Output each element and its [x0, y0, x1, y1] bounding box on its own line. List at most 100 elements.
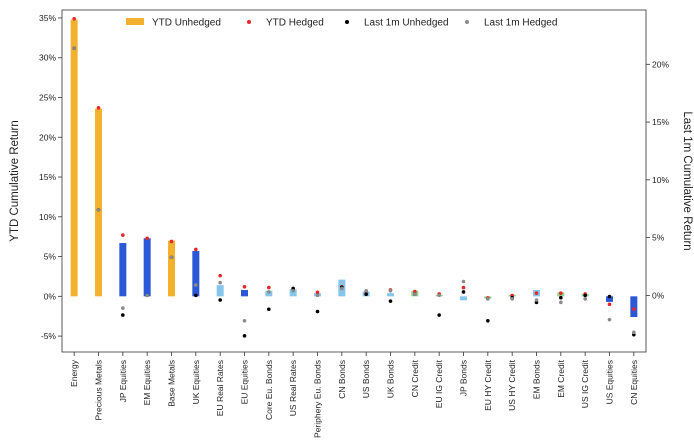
point-last-1m-hedged [267, 290, 271, 294]
x-tick-label: EU Equities [240, 360, 250, 404]
legend-marker-last-1m-hedged [465, 20, 469, 24]
point-last-1m-hedged [291, 288, 295, 293]
x-tick-label: Base Metals [167, 360, 177, 407]
left-tick-label: 35% [39, 13, 56, 23]
point-last-1m-unhedged [607, 294, 612, 299]
point-ytd-hedged [242, 284, 247, 289]
point-last-1m-unhedged [583, 293, 587, 298]
x-tick-label: US IG Credit [580, 359, 590, 408]
point-last-1m-hedged [534, 298, 539, 302]
x-tick-label: CN Credit [410, 359, 420, 397]
point-last-1m-unhedged [315, 309, 320, 314]
left-axis-title: YTD Cumulative Return [9, 120, 21, 241]
point-ytd-hedged [72, 16, 76, 21]
right-tick-label: 10% [652, 175, 669, 185]
point-last-1m-unhedged [461, 290, 466, 294]
bar-energy [70, 19, 78, 297]
x-tick-label: EU HY Credit [483, 359, 493, 410]
bar-us-real-rates [289, 289, 297, 297]
point-ytd-hedged [145, 236, 149, 241]
right-tick-label: 5% [652, 233, 665, 243]
point-last-1m-unhedged [437, 313, 441, 317]
x-tick-label: Core Eu. Bonds [264, 360, 274, 420]
point-last-1m-hedged [413, 292, 417, 297]
x-tick-label: CN Bonds [337, 360, 347, 399]
point-last-1m-hedged [607, 317, 612, 322]
point-ytd-hedged [96, 106, 101, 110]
point-last-1m-unhedged [218, 298, 222, 302]
bar-precious-metals [95, 108, 102, 297]
bar-jp-equities [119, 243, 127, 297]
x-tick-label: US HY Credit [507, 359, 517, 410]
point-last-1m-hedged [388, 288, 393, 293]
point-last-1m-hedged [194, 283, 198, 287]
point-last-1m-hedged [632, 330, 636, 335]
point-last-1m-hedged [559, 300, 563, 305]
legend-label: YTD Unhedged [152, 18, 221, 29]
left-tick-label: 25% [39, 92, 56, 102]
point-last-1m-unhedged [242, 334, 247, 338]
left-tick-label: 0% [44, 291, 57, 301]
point-ytd-hedged [169, 239, 174, 244]
legend-marker-ytd-hedged [247, 20, 251, 24]
bar-uk-bonds [387, 293, 394, 297]
x-tick-label: US Bonds [361, 360, 371, 398]
point-ytd-hedged [534, 291, 539, 295]
point-last-1m-hedged [315, 293, 320, 298]
bar-us-equities [606, 296, 613, 302]
x-tick-label: EM Credit [556, 359, 566, 397]
point-ytd-hedged [315, 290, 320, 295]
point-last-1m-unhedged [267, 307, 271, 312]
bar-jp-bonds [460, 296, 467, 301]
x-tick-label: US Real Rates [288, 360, 298, 416]
x-tick-label: UK Equities [191, 360, 201, 404]
point-ytd-hedged [632, 307, 636, 311]
left-tick-label: 15% [39, 172, 56, 182]
point-ytd-hedged [461, 285, 466, 290]
point-last-1m-unhedged [194, 293, 198, 298]
point-ytd-hedged [218, 273, 222, 278]
x-tick-label: JP Equities [118, 360, 128, 402]
bar-uk-equities [192, 250, 200, 297]
point-last-1m-hedged [340, 286, 344, 291]
point-ytd-hedged [194, 247, 198, 252]
point-last-1m-hedged [145, 293, 149, 298]
point-last-1m-hedged [437, 293, 441, 298]
bar-cn-equities [630, 296, 638, 318]
left-tick-label: 5% [44, 252, 57, 262]
left-tick-label: 10% [39, 212, 56, 222]
left-tick-label: -5% [41, 331, 57, 341]
point-ytd-hedged [121, 233, 125, 237]
x-tick-label: Energy [69, 359, 79, 387]
x-tick-label: Precious Metals [94, 360, 104, 420]
point-last-1m-hedged [486, 297, 490, 301]
left-tick-label: 20% [39, 132, 56, 142]
point-last-1m-hedged [583, 297, 587, 301]
point-last-1m-unhedged [559, 295, 563, 300]
point-ytd-hedged [267, 285, 271, 290]
point-last-1m-hedged [218, 280, 222, 285]
point-last-1m-hedged [510, 297, 514, 301]
point-last-1m-hedged [121, 306, 125, 310]
legend-label: YTD Hedged [266, 18, 324, 29]
x-tick-label: EU Real Rates [215, 360, 225, 416]
left-tick-label: 30% [39, 53, 56, 63]
bar-eu-equities [241, 289, 248, 297]
point-ytd-hedged [559, 291, 563, 295]
point-last-1m-hedged [242, 319, 247, 323]
right-axis-title: Last 1m Cumulative Return [681, 111, 693, 250]
x-tick-label: EU IG Credit [434, 359, 444, 408]
point-ytd-hedged [607, 302, 612, 307]
right-tick-label: 0% [652, 290, 665, 300]
x-tick-label: US Equities [605, 360, 615, 404]
legend-label: Last 1m Hedged [484, 18, 557, 29]
x-tick-label: Periphery Eu. Bonds [313, 360, 323, 438]
point-last-1m-unhedged [388, 299, 393, 303]
point-last-1m-hedged [96, 208, 101, 212]
point-last-1m-hedged [461, 279, 466, 284]
legend-swatch-ytd-unhedged [126, 18, 144, 25]
bar-base-metals [168, 240, 175, 297]
bar-eu-real-rates [216, 285, 224, 297]
